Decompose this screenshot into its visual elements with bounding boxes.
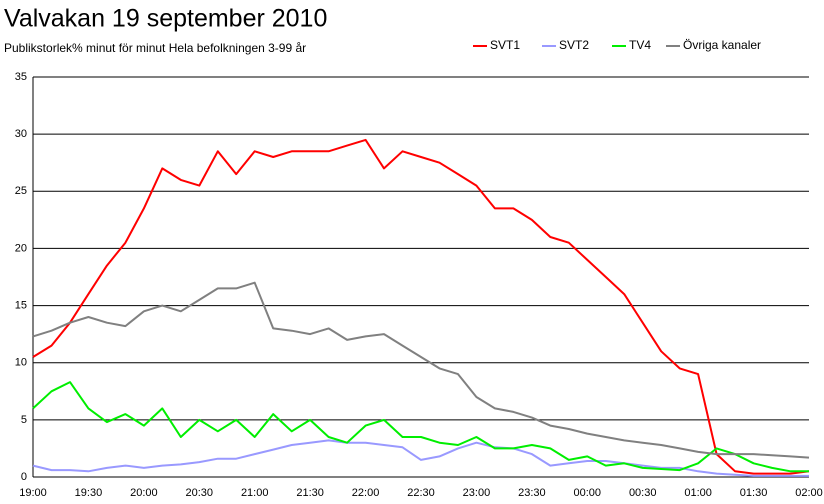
legend-label: SVT2 <box>559 38 589 52</box>
series-line <box>32 138 810 475</box>
y-tick-label: 30 <box>15 128 27 140</box>
y-tick-label: 15 <box>15 299 27 311</box>
series-line <box>32 439 809 477</box>
x-tick-label: 19:30 <box>75 487 103 499</box>
legend-label: TV4 <box>629 38 651 52</box>
x-tick-label: 21:30 <box>296 487 324 499</box>
x-tick-label: 01:30 <box>740 487 768 499</box>
y-tick-label: 20 <box>15 242 27 254</box>
chart-subtitle: Publikstorlek% minut för minut Hela befo… <box>4 41 306 55</box>
x-tick-label: 19:00 <box>19 487 47 499</box>
x-tick-label: 20:00 <box>130 487 158 499</box>
y-tick-label: 25 <box>15 185 27 197</box>
x-tick-label: 02:00 <box>795 487 823 499</box>
series-line <box>32 381 809 473</box>
y-tick-label: 0 <box>21 471 27 483</box>
x-tick-label: 21:00 <box>241 487 269 499</box>
x-tick-label: 00:00 <box>574 487 602 499</box>
x-tick-label: 22:30 <box>407 487 435 499</box>
chart-title: Valvakan 19 september 2010 <box>4 5 327 33</box>
x-tick-label: 01:00 <box>684 487 712 499</box>
x-tick-label: 22:00 <box>352 487 380 499</box>
y-tick-label: 35 <box>15 71 27 83</box>
legend-label: Övriga kanaler <box>683 38 761 52</box>
x-tick-label: 20:30 <box>186 487 214 499</box>
x-tick-label: 23:00 <box>463 487 491 499</box>
x-tick-label: 23:30 <box>518 487 546 499</box>
y-tick-label: 5 <box>21 414 27 426</box>
legend-label: SVT1 <box>490 38 520 52</box>
y-tick-label: 10 <box>15 357 27 369</box>
x-tick-label: 00:30 <box>629 487 657 499</box>
series-line <box>32 281 810 459</box>
